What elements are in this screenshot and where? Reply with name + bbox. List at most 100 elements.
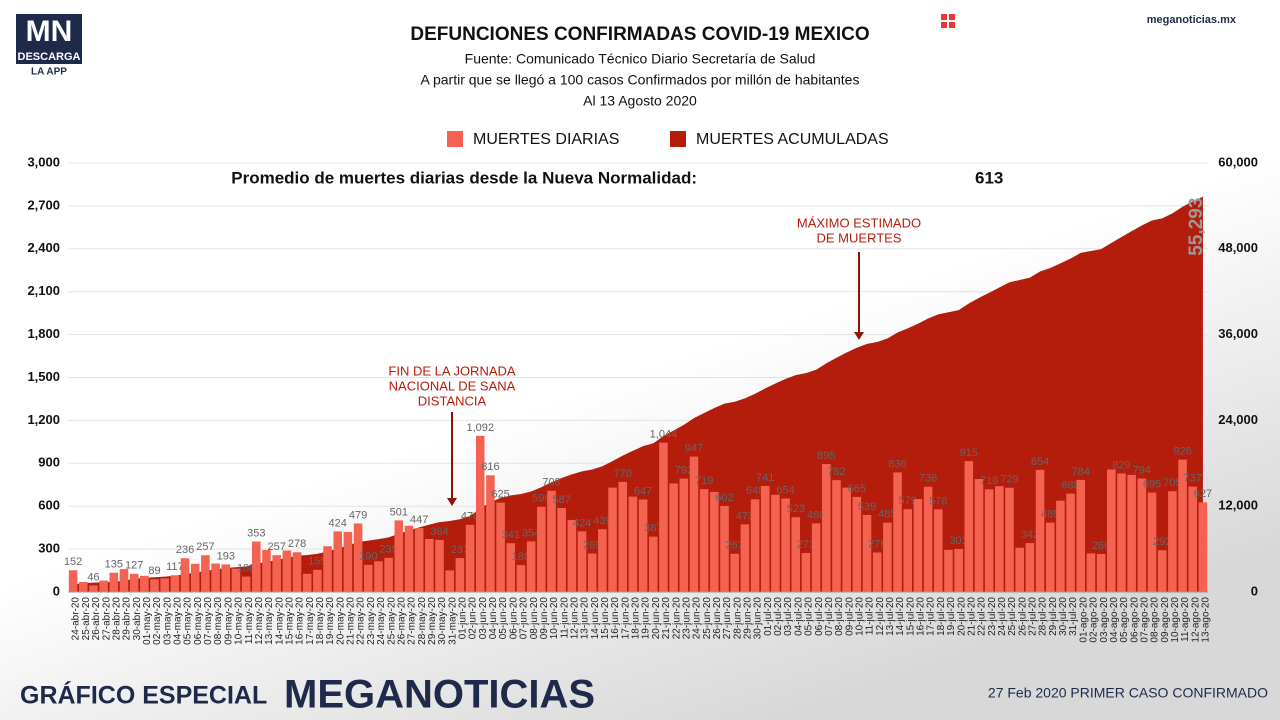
- value-label: 926: [1173, 445, 1191, 457]
- y-tick-label: 600: [38, 498, 60, 513]
- x-tick-label: 14-jul-20: [895, 597, 906, 636]
- bar: [801, 552, 811, 592]
- x-tick-label: 29-jun-20: [743, 597, 754, 640]
- x-tick-label: 17-jul-20: [926, 597, 937, 636]
- x-tick-label: 18-jul-20: [936, 597, 947, 636]
- value-label: 108: [237, 562, 255, 574]
- value-label: 341: [502, 529, 520, 541]
- x-tick-label: 10-jun-20: [549, 597, 560, 640]
- value-label: 708: [542, 477, 560, 489]
- x-tick-label: 23-may-20: [366, 597, 377, 645]
- bar: [333, 531, 343, 592]
- x-tick-label: 23-jun-20: [681, 597, 692, 640]
- x-tick-label: 03-may-20: [162, 597, 173, 645]
- value-label: 1,044: [650, 429, 678, 441]
- bar: [1147, 492, 1157, 592]
- value-label: 190: [359, 551, 377, 563]
- x-tick-label: 12-may-20: [254, 597, 265, 645]
- value-label: 278: [288, 538, 306, 550]
- bar: [292, 552, 302, 592]
- logo-app: LA APP: [31, 67, 67, 78]
- y-tick-label: 3,000: [27, 154, 60, 169]
- x-tick-label: 08-jul-20: [834, 597, 845, 636]
- bar: [832, 480, 841, 592]
- x-tick-label: 24-may-20: [376, 597, 387, 645]
- y2-tick-label: 36,000: [1218, 326, 1258, 341]
- bar: [587, 553, 597, 592]
- x-tick-label: 09-ago-20: [1160, 597, 1171, 643]
- average-text: Promedio de muertes diarias desde la Nue…: [231, 168, 697, 187]
- x-tick-label: 07-jun-20: [519, 597, 530, 640]
- bar: [302, 573, 312, 592]
- x-tick-label: 17-may-20: [305, 597, 316, 645]
- legend-label: MUERTES ACUMULADAS: [696, 131, 889, 148]
- value-label: 193: [217, 550, 235, 562]
- x-tick-label: 12-jul-20: [875, 597, 886, 636]
- footer-brand: MEGANOTICIAS: [284, 673, 595, 717]
- bar: [781, 498, 790, 592]
- x-tick-label: 27-abr-20: [101, 597, 112, 641]
- x-tick-label: 22-jul-20: [977, 597, 988, 636]
- x-tick-label: 13-jun-20: [580, 597, 591, 640]
- value-label: 239: [379, 544, 397, 556]
- value-label: 729: [1000, 474, 1018, 486]
- value-label: 269: [583, 539, 601, 551]
- x-tick-label: 08-may-20: [213, 597, 224, 645]
- legend-swatch: [670, 131, 686, 147]
- bar: [475, 435, 485, 592]
- bar: [384, 557, 393, 592]
- x-tick-label: 25-may-20: [386, 597, 397, 645]
- bar: [211, 563, 220, 592]
- x-tick-label: 28-jul-20: [1038, 597, 1049, 636]
- x-tick-label: 07-may-20: [203, 597, 214, 645]
- bar: [313, 569, 322, 592]
- bar: [618, 481, 628, 592]
- value-label: 46: [87, 571, 99, 583]
- bar: [771, 494, 780, 592]
- bar: [516, 565, 526, 592]
- value-label: 276: [868, 538, 886, 550]
- x-tick-label: 05-jul-20: [804, 597, 815, 636]
- bar: [1056, 500, 1065, 592]
- y-tick-label: 2,400: [27, 240, 60, 255]
- x-tick-label: 13-ago-20: [1201, 597, 1212, 643]
- bar: [435, 539, 444, 592]
- bar: [353, 523, 363, 592]
- x-tick-label: 04-may-20: [173, 597, 184, 645]
- x-tick-label: 20-may-20: [335, 597, 346, 645]
- x-tick-label: 03-jun-20: [478, 597, 489, 640]
- x-tick-label: 29-jul-20: [1048, 597, 1059, 636]
- x-tick-label: 28-abr-20: [111, 597, 122, 641]
- value-label: 447: [410, 514, 428, 526]
- bar: [699, 489, 709, 592]
- x-tick-label: 16-may-20: [295, 597, 306, 645]
- bar: [262, 549, 271, 592]
- bar: [730, 553, 739, 592]
- value-label: 793: [675, 465, 693, 477]
- value-label: 292: [1153, 536, 1171, 548]
- bar: [577, 531, 587, 592]
- bar: [282, 550, 292, 592]
- bar: [537, 506, 546, 592]
- y-tick-label: 0: [53, 583, 60, 598]
- value-label: 665: [848, 483, 866, 495]
- x-tick-label: 02-jun-20: [468, 597, 479, 640]
- x-tick-label: 21-may-20: [346, 597, 357, 645]
- bar: [404, 525, 414, 592]
- value-label: 188: [512, 551, 530, 563]
- value-label: 741: [756, 472, 774, 484]
- bar: [913, 499, 923, 592]
- footer-left: GRÁFICO ESPECIAL: [20, 681, 267, 710]
- x-tick-label: 05-ago-20: [1119, 597, 1130, 643]
- value-label: 648: [746, 485, 764, 497]
- x-tick-label: 25-jun-20: [702, 597, 713, 640]
- cumulative-label: 55,293: [1186, 198, 1207, 256]
- value-label: 236: [176, 544, 194, 556]
- bar: [1005, 487, 1014, 592]
- x-tick-label: 27-jun-20: [722, 597, 733, 640]
- bar: [1117, 473, 1126, 592]
- bar: [598, 529, 607, 592]
- value-label: 364: [430, 526, 448, 538]
- y-tick-label: 1,800: [27, 326, 60, 341]
- x-tick-label: 24-jun-20: [692, 597, 703, 640]
